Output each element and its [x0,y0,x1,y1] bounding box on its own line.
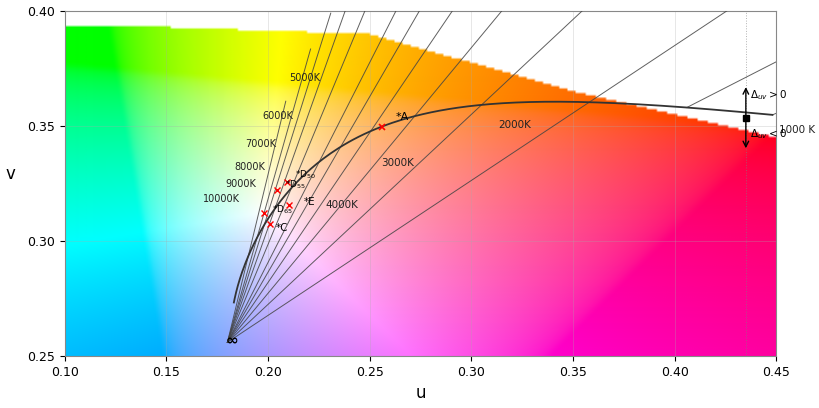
Text: 3000K: 3000K [381,157,414,168]
Text: 1000 K: 1000 K [777,125,814,135]
Text: $\Delta_{uv}<0$: $\Delta_{uv}<0$ [749,127,786,140]
Text: 5000K: 5000K [288,73,319,84]
Text: *D$_{50}$: *D$_{50}$ [295,169,315,181]
Text: *D$_{55}$: *D$_{55}$ [285,179,305,191]
Y-axis label: v: v [6,165,16,183]
Text: 6000K: 6000K [262,111,293,121]
Text: *A: *A [396,112,409,122]
Text: *E: *E [303,197,314,206]
Text: *D$_{65}$: *D$_{65}$ [271,204,292,216]
Text: 4000K: 4000K [325,200,358,210]
Text: 8000K: 8000K [233,162,265,172]
Text: $\Delta_{uv}>0$: $\Delta_{uv}>0$ [749,89,786,102]
X-axis label: u: u [414,384,425,402]
Text: 7000K: 7000K [245,139,276,149]
Text: 10000K: 10000K [203,194,240,204]
Text: 2000K: 2000K [497,120,530,130]
Text: ∞: ∞ [225,333,238,348]
Text: *C: *C [276,223,288,233]
Text: 9000K: 9000K [225,179,256,188]
